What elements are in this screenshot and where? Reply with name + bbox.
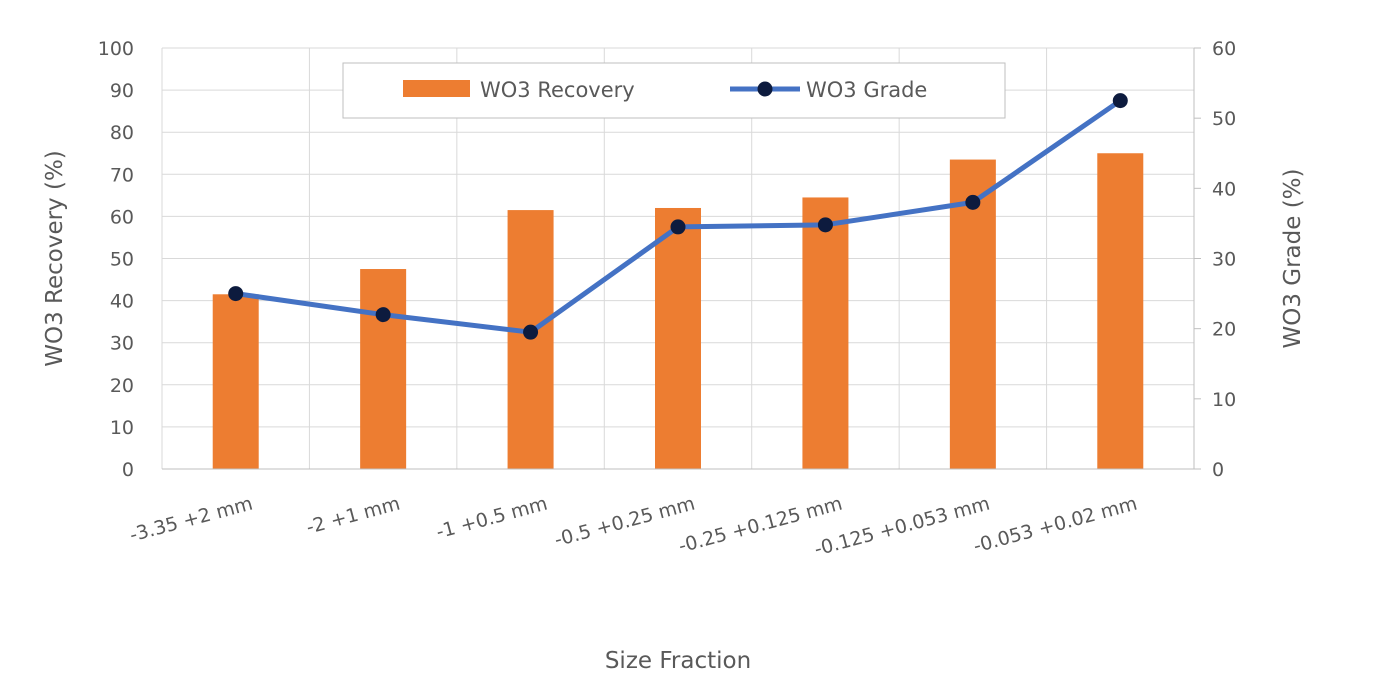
y2-tick-label: 60 xyxy=(1212,38,1236,60)
legend-bar-swatch xyxy=(403,80,470,97)
y-tick-label: 90 xyxy=(110,80,134,102)
x-tick-label: -0.5 +0.25 mm xyxy=(552,493,697,552)
bar xyxy=(360,269,407,469)
grade-point xyxy=(965,194,981,210)
x-tick-label: -2 +1 mm xyxy=(304,493,402,539)
y-tick-label: 10 xyxy=(110,417,134,439)
y2-axis-title: WO3 Grade (%) xyxy=(1280,168,1306,348)
y2-tick-label: 50 xyxy=(1212,108,1236,130)
y2-tick-label: 20 xyxy=(1212,319,1236,341)
bar xyxy=(212,294,259,469)
bar-series xyxy=(212,153,1144,470)
y-tick-label: 70 xyxy=(110,164,134,186)
grade-point xyxy=(228,286,244,302)
y-tick-label: 80 xyxy=(110,122,134,144)
legend-line-marker xyxy=(757,81,773,97)
y2-tick-label: 10 xyxy=(1212,389,1236,411)
y-tick-label: 60 xyxy=(110,206,134,228)
y-tick-label: 100 xyxy=(98,38,134,60)
x-tick-label: -3.35 +2 mm xyxy=(127,493,255,547)
bar xyxy=(949,159,996,469)
legend: WO3 Recovery WO3 Grade xyxy=(342,62,1006,119)
x-tick-label: -0.053 +0.02 mm xyxy=(971,493,1140,558)
y2-tick-label: 0 xyxy=(1212,459,1224,481)
y-axis-title: WO3 Recovery (%) xyxy=(42,150,68,367)
y2-tick-label: 40 xyxy=(1212,178,1236,200)
grade-point xyxy=(817,217,833,233)
y-tick-label: 50 xyxy=(110,249,134,271)
grade-point xyxy=(670,219,686,235)
y-tick-label: 30 xyxy=(110,333,134,355)
legend-bar-label: WO3 Recovery xyxy=(480,78,635,102)
bar xyxy=(1097,153,1144,469)
y-tick-label: 40 xyxy=(110,291,134,313)
y-tick-label: 0 xyxy=(122,459,134,481)
y-tick-label: 20 xyxy=(110,375,134,397)
x-axis-title: Size Fraction xyxy=(605,648,751,674)
grade-point xyxy=(1112,93,1128,109)
legend-line-label: WO3 Grade xyxy=(806,78,927,102)
line-series xyxy=(228,93,1128,340)
y2-tick-label: 30 xyxy=(1212,249,1236,271)
axes xyxy=(162,47,1201,470)
x-tick-label: -1 +0.5 mm xyxy=(434,493,550,544)
grade-point xyxy=(375,307,391,323)
bar xyxy=(802,197,849,469)
bar xyxy=(655,207,701,470)
grade-point xyxy=(523,324,539,340)
